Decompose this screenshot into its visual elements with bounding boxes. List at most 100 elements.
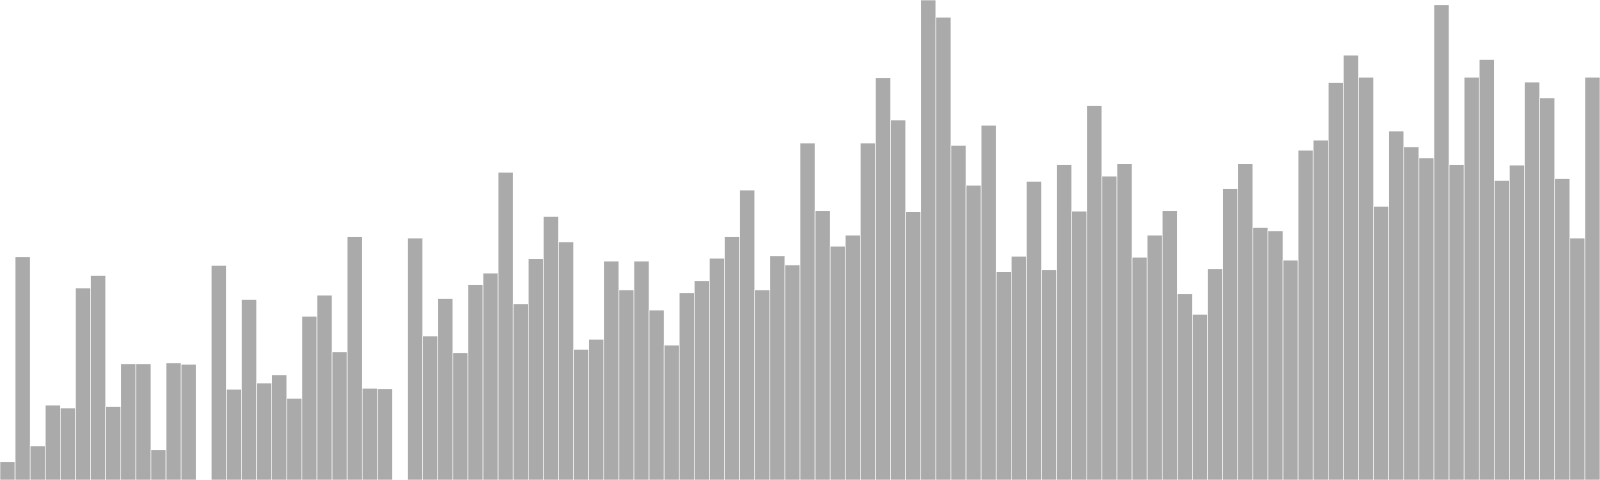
bar-100: [1509, 164, 1525, 480]
bar-22: [331, 351, 348, 480]
bar-74: [1116, 163, 1133, 480]
bar-88: [1328, 82, 1344, 480]
bar-31: [467, 284, 484, 480]
bar-76: [1146, 234, 1163, 480]
bar-52: [784, 264, 801, 480]
bar-28: [422, 335, 439, 480]
bar-1: [14, 256, 31, 480]
bar-69: [1041, 269, 1057, 480]
bar-48: [724, 236, 740, 480]
bar-51: [769, 255, 786, 480]
bar-63: [950, 145, 967, 480]
bar-72: [1086, 105, 1103, 480]
bar-101: [1524, 81, 1540, 480]
bar-5: [75, 287, 91, 480]
bar-50: [754, 289, 771, 480]
bar-80: [1207, 268, 1223, 480]
bar-38: [573, 349, 589, 480]
bar-0: [0, 461, 16, 480]
bar-77: [1161, 210, 1178, 480]
bar-56: [844, 234, 861, 480]
bar-44: [663, 344, 680, 480]
bar-30: [452, 352, 469, 480]
bar-78: [1177, 293, 1193, 480]
bar-7: [105, 406, 122, 480]
bar-37: [558, 241, 574, 480]
bar-97: [1463, 76, 1480, 480]
bar-17: [256, 382, 272, 480]
bar-43: [648, 309, 665, 480]
bar-75: [1131, 256, 1148, 480]
bar-64: [965, 184, 982, 480]
bar-81: [1222, 188, 1239, 480]
bar-57: [860, 142, 876, 480]
bar-104: [1569, 237, 1586, 480]
bar-70: [1056, 164, 1072, 480]
bar-66: [995, 271, 1012, 480]
bar-8: [120, 363, 137, 480]
bar-33: [497, 172, 514, 480]
bar-35: [527, 258, 544, 480]
bar-94: [1418, 157, 1435, 480]
bar-20: [301, 316, 318, 480]
bar-93: [1403, 146, 1420, 480]
bar-12: [180, 364, 197, 480]
bar-85: [1282, 259, 1299, 480]
bar-46: [694, 280, 710, 480]
bar-103: [1554, 178, 1571, 480]
bar-86: [1297, 149, 1314, 480]
bar-92: [1388, 130, 1405, 480]
bar-60: [905, 211, 922, 480]
bar-25: [377, 388, 393, 480]
bar-59: [890, 119, 906, 480]
bar-95: [1433, 4, 1450, 480]
bar-87: [1312, 139, 1329, 480]
bar-23: [346, 236, 363, 480]
bar-14: [211, 265, 227, 480]
bar-55: [829, 245, 846, 480]
bar-40: [603, 260, 620, 480]
bar-41: [618, 289, 635, 480]
bar-54: [814, 210, 831, 480]
bar-105: [1584, 76, 1600, 480]
bar-49: [739, 189, 756, 480]
bar-102: [1539, 97, 1556, 480]
bar-18: [271, 374, 288, 480]
bar-21: [316, 294, 333, 480]
bar-6: [90, 275, 106, 480]
bar-89: [1343, 54, 1359, 480]
bar-98: [1478, 59, 1495, 480]
bar-90: [1358, 76, 1374, 480]
bar-3: [44, 404, 61, 480]
bar-9: [135, 363, 152, 480]
bar-42: [633, 260, 650, 480]
bar-29: [437, 298, 454, 480]
bar-96: [1448, 164, 1465, 480]
bar-58: [875, 77, 891, 480]
bar-4: [60, 407, 76, 480]
bar-10: [150, 449, 167, 480]
bar-79: [1192, 314, 1208, 480]
bar-68: [1026, 181, 1042, 480]
bar-32: [482, 272, 499, 480]
bar-67: [1011, 256, 1027, 480]
bar-53: [799, 142, 816, 480]
bar-82: [1237, 163, 1254, 480]
bar-36: [543, 216, 559, 480]
bar-71: [1071, 210, 1088, 480]
bar-65: [980, 124, 997, 480]
bar-34: [512, 303, 529, 480]
bar-84: [1267, 230, 1284, 480]
bar-27: [407, 237, 423, 480]
bar-61: [920, 0, 937, 480]
bar-45: [678, 292, 695, 480]
bar-2: [29, 445, 46, 480]
bar-11: [165, 362, 182, 480]
bar-99: [1494, 180, 1510, 480]
bar-19: [286, 398, 303, 480]
bar-62: [935, 16, 952, 480]
bar-73: [1101, 175, 1118, 480]
